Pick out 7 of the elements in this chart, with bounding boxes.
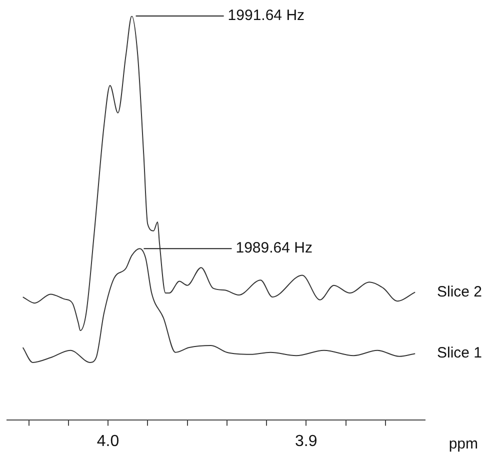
annotation: 1991.64 Hz [228,7,305,24]
annotation: 1989.64 Hz [236,240,312,257]
series-label: Slice 1 [437,344,482,362]
x-tick-label: 3.9 [295,432,318,450]
x-axis-title: ppm [448,436,478,453]
x-tick-label: 4.0 [96,432,120,450]
series-label: Slice 2 [437,283,482,300]
